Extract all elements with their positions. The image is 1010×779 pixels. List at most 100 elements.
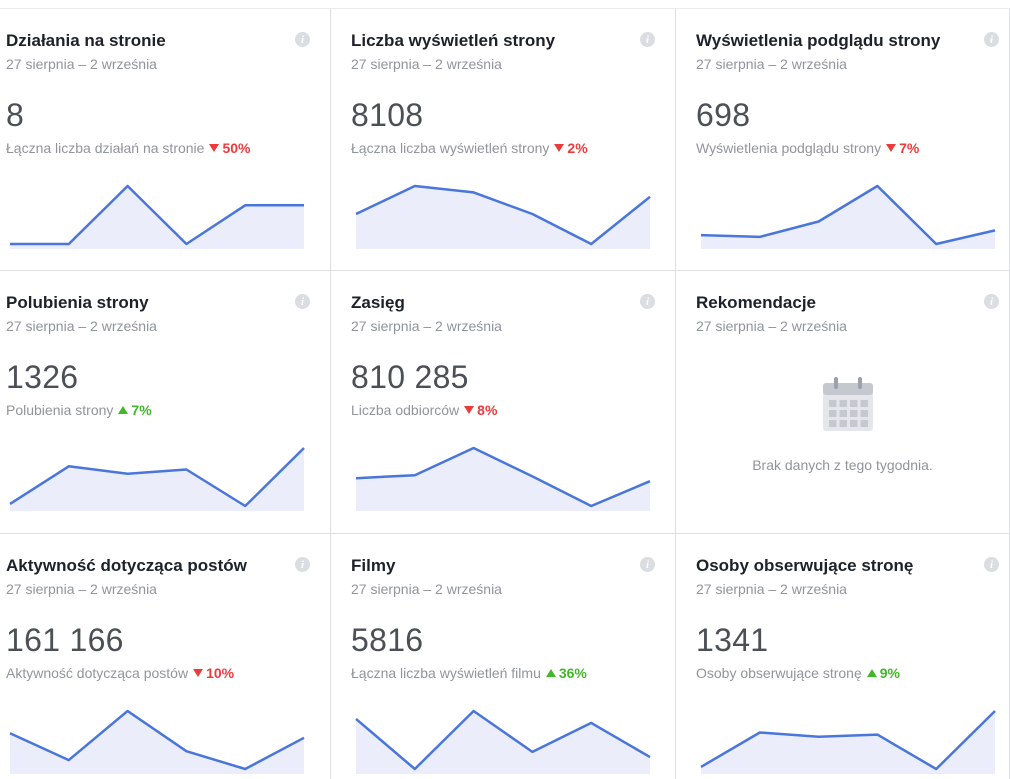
info-icon[interactable]: i xyxy=(295,294,310,309)
card-value: 8 xyxy=(6,97,25,133)
insight-card[interactable]: Filmy 27 sierpnia – 2 września i 5816 Łączna… xyxy=(331,534,676,779)
card-metric: Wyświetlenia podglądu strony 7% xyxy=(696,140,919,156)
card-value: 810 285 xyxy=(351,359,469,395)
info-icon[interactable]: i xyxy=(295,557,310,572)
info-icon[interactable]: i xyxy=(984,294,999,309)
insight-card[interactable]: Liczba wyświetleń strony 27 sierpnia – 2 … xyxy=(331,8,676,271)
card-metric: Aktywność dotycząca postów 10% xyxy=(6,665,234,681)
info-icon[interactable]: i xyxy=(640,557,655,572)
delta-value: 50% xyxy=(222,140,251,156)
sparkline-area xyxy=(10,186,304,249)
trend-up-icon xyxy=(545,669,556,677)
card-date-range: 27 sierpnia – 2 września xyxy=(696,318,847,334)
card-value: 1326 xyxy=(6,359,79,395)
card-date-range: 27 sierpnia – 2 września xyxy=(351,56,502,72)
sparkline-chart[interactable] xyxy=(700,704,996,774)
delta-badge: 7% xyxy=(886,140,919,156)
trend-up-icon xyxy=(118,406,129,414)
card-metric: Łączna liczba wyświetleń filmu 36% xyxy=(351,665,587,681)
sparkline-chart[interactable] xyxy=(9,704,305,774)
insight-card[interactable]: Działania na stronie 27 sierpnia – 2 wrze… xyxy=(0,8,331,271)
sparkline-line xyxy=(355,709,651,771)
insight-card[interactable]: Aktywność dotycząca postów 27 sierpnia – … xyxy=(0,534,331,779)
sparkline-line xyxy=(355,446,651,508)
delta-value: 9% xyxy=(879,665,900,681)
delta-value: 7% xyxy=(899,140,920,156)
delta-value: 36% xyxy=(558,665,587,681)
info-icon[interactable]: i xyxy=(984,557,999,572)
sparkline-chart[interactable] xyxy=(700,179,996,249)
card-date-range: 27 sierpnia – 2 września xyxy=(351,581,502,597)
metric-label: Łączna liczba działań na stronie xyxy=(6,140,205,156)
delta-badge: 8% xyxy=(464,402,497,418)
sparkline-chart[interactable] xyxy=(9,441,305,511)
card-title[interactable]: Wyświetlenia podglądu strony xyxy=(696,31,941,50)
card-value: 698 xyxy=(696,97,751,133)
sparkline-line xyxy=(9,709,305,771)
trend-down-icon xyxy=(464,406,475,414)
sparkline-chart[interactable] xyxy=(355,179,651,249)
info-icon[interactable]: i xyxy=(984,32,999,47)
insight-card[interactable]: Rekomendacje 27 sierpnia – 2 września i Bra… xyxy=(676,271,1010,534)
empty-state-text: Brak danych z tego tygodnia. xyxy=(752,457,933,473)
card-date-range: 27 sierpnia – 2 września xyxy=(6,581,157,597)
trend-down-icon xyxy=(209,144,220,152)
card-metric: Liczba odbiorców 8% xyxy=(351,402,497,418)
trend-up-icon xyxy=(866,669,877,677)
card-title[interactable]: Filmy xyxy=(351,556,396,575)
info-icon[interactable]: i xyxy=(640,32,655,47)
metric-label: Polubienia strony xyxy=(6,402,114,418)
metric-label: Wyświetlenia podglądu strony xyxy=(696,140,882,156)
delta-badge: 50% xyxy=(209,140,251,156)
card-metric: Łączna liczba wyświetleń strony 2% xyxy=(351,140,588,156)
card-date-range: 27 sierpnia – 2 września xyxy=(696,581,847,597)
card-title[interactable]: Aktywność dotycząca postów xyxy=(6,556,247,575)
card-title[interactable]: Polubienia strony xyxy=(6,293,149,312)
info-icon[interactable]: i xyxy=(640,294,655,309)
card-value: 1341 xyxy=(696,622,769,658)
card-title[interactable]: Zasięg xyxy=(351,293,405,312)
metric-label: Łączna liczba wyświetleń strony xyxy=(351,140,550,156)
card-date-range: 27 sierpnia – 2 września xyxy=(696,56,847,72)
delta-value: 2% xyxy=(567,140,588,156)
trend-down-icon xyxy=(193,669,204,677)
sparkline-area xyxy=(356,711,650,774)
sparkline-area xyxy=(356,448,650,511)
trend-down-icon xyxy=(554,144,565,152)
delta-value: 10% xyxy=(206,665,235,681)
insights-grid: Działania na stronie 27 sierpnia – 2 wrze… xyxy=(0,8,1010,779)
insight-card[interactable]: Polubienia strony 27 sierpnia – 2 wrześni… xyxy=(0,271,331,534)
insight-card[interactable]: Wyświetlenia podglądu strony 27 sierpnia … xyxy=(676,8,1010,271)
card-value: 8108 xyxy=(351,97,424,133)
sparkline-area xyxy=(10,711,304,774)
sparkline-chart[interactable] xyxy=(355,704,651,774)
delta-value: 8% xyxy=(477,402,498,418)
sparkline-area xyxy=(701,711,995,774)
card-metric: Polubienia strony 7% xyxy=(6,402,152,418)
delta-badge: 36% xyxy=(545,665,587,681)
info-icon[interactable]: i xyxy=(295,32,310,47)
trend-down-icon xyxy=(886,144,897,152)
metric-label: Liczba odbiorców xyxy=(351,402,460,418)
card-title[interactable]: Liczba wyświetleń strony xyxy=(351,31,556,50)
delta-badge: 2% xyxy=(554,140,588,156)
card-title[interactable]: Rekomendacje xyxy=(696,293,816,312)
card-value: 5816 xyxy=(351,622,424,658)
insight-card[interactable]: Zasięg 27 sierpnia – 2 września i 810 285 Li… xyxy=(331,271,676,534)
sparkline-chart[interactable] xyxy=(355,441,651,511)
sparkline-chart[interactable] xyxy=(10,179,304,249)
delta-badge: 10% xyxy=(193,665,234,681)
sparkline-area xyxy=(356,186,650,249)
card-metric: Łączna liczba działań na stronie 50% xyxy=(6,140,251,156)
card-date-range: 27 sierpnia – 2 września xyxy=(6,318,157,334)
calendar-icon xyxy=(823,377,873,431)
sparkline-line xyxy=(700,184,996,246)
card-date-range: 27 sierpnia – 2 września xyxy=(6,56,157,72)
metric-label: Aktywność dotycząca postów xyxy=(6,665,189,681)
delta-badge: 9% xyxy=(866,665,900,681)
sparkline-area xyxy=(10,448,304,511)
card-title[interactable]: Osoby obserwujące stronę xyxy=(696,556,914,575)
card-date-range: 27 sierpnia – 2 września xyxy=(351,318,502,334)
insight-card[interactable]: Osoby obserwujące stronę 27 sierpnia – 2 … xyxy=(676,534,1010,779)
card-title[interactable]: Działania na stronie xyxy=(6,31,166,50)
